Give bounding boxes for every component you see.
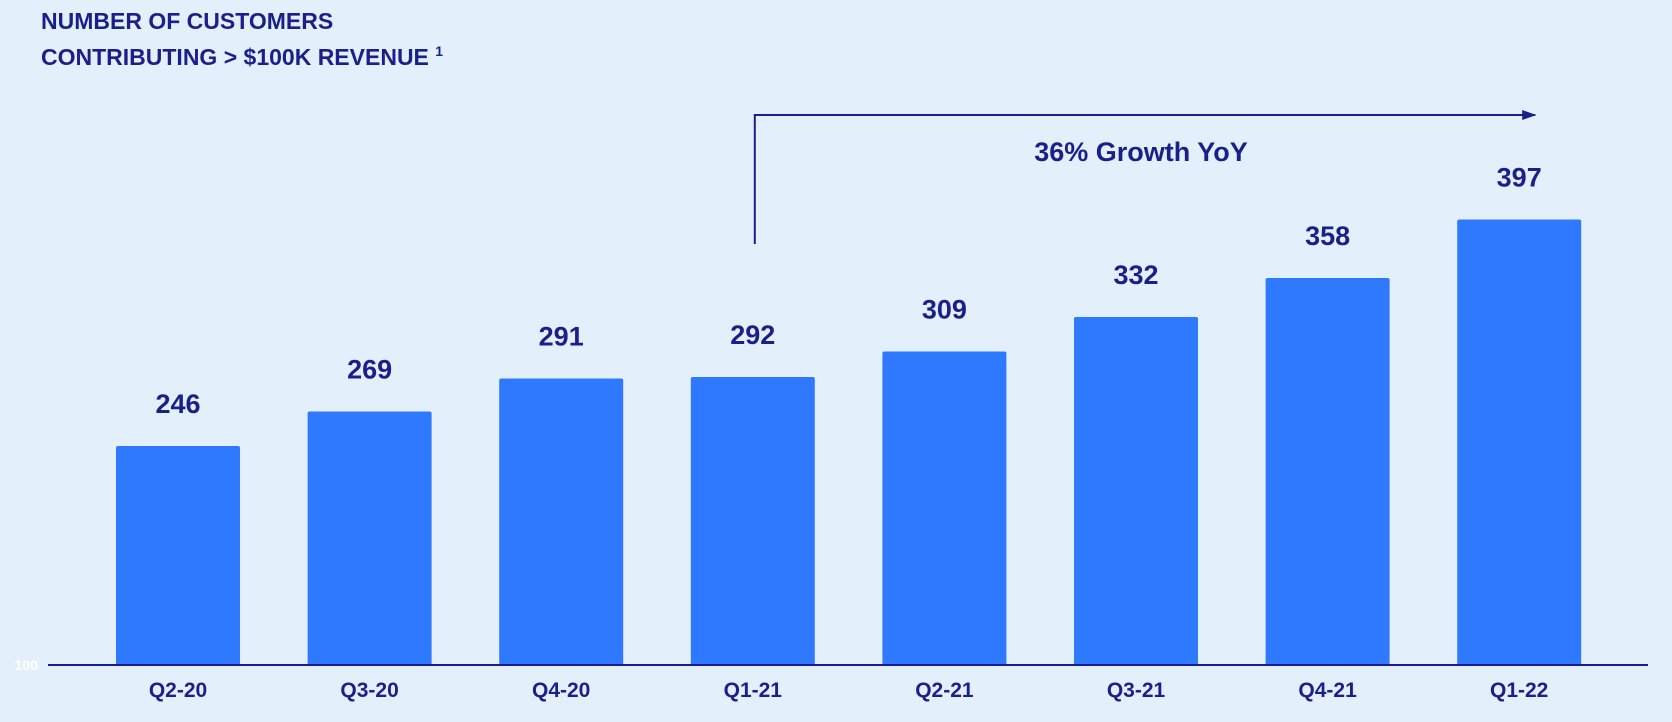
x-tick-label: Q1-22	[1490, 679, 1548, 702]
x-tick-label: Q4-21	[1298, 679, 1357, 702]
bar-Q3-20	[307, 411, 432, 665]
x-axis-tick-labels: Q2-20 Q3-20 Q4-20 Q1-21 Q2-21 Q3-21 Q4-21 Q1-22	[149, 679, 1549, 702]
bar-Q1-21	[690, 377, 815, 665]
chart-title-line-1: NUMBER OF CUSTOMERS	[41, 8, 334, 34]
growth-annotation-text: 36% Growth YoY	[1034, 137, 1248, 167]
x-tick-label: Q4-20	[532, 679, 590, 702]
value-label: 291	[539, 322, 584, 352]
x-tick-label: Q3-20	[340, 679, 398, 702]
bar-Q2-20	[116, 446, 240, 665]
x-tick-label: Q3-21	[1107, 679, 1166, 702]
value-label: 309	[922, 295, 967, 325]
title-footnote-marker: 1	[435, 43, 444, 59]
growth-annotation: 36% Growth YoY	[753, 110, 1537, 244]
x-tick-label: Q2-20	[149, 679, 207, 702]
bar-Q2-21	[882, 351, 1007, 665]
chart-title: NUMBER OF CUSTOMERS CONTRIBUTING > $100K…	[41, 6, 443, 72]
value-label: 246	[155, 389, 200, 419]
growth-arrow	[753, 110, 1537, 244]
value-label: 332	[1113, 260, 1158, 290]
value-label: 292	[730, 320, 775, 350]
value-label: 358	[1305, 221, 1350, 251]
x-tick-label: Q2-21	[915, 679, 974, 702]
bar-Q3-21	[1074, 317, 1198, 665]
chart-title-line-2: CONTRIBUTING > $100K REVENUE 1	[41, 36, 443, 72]
value-label: 269	[347, 355, 392, 385]
bar-Q4-20	[499, 378, 624, 665]
value-label: 397	[1497, 163, 1542, 193]
x-tick-label: Q1-21	[724, 679, 783, 702]
bar-Q1-22	[1457, 219, 1582, 665]
bar-series	[116, 219, 1582, 665]
chart-title-line-2-text: CONTRIBUTING > $100K REVENUE	[41, 44, 429, 70]
value-labels: 246 269 291 292 309 332 358 397	[155, 163, 1541, 420]
bar-Q4-21	[1265, 278, 1390, 665]
axis-baseline-label: 100	[15, 657, 39, 673]
